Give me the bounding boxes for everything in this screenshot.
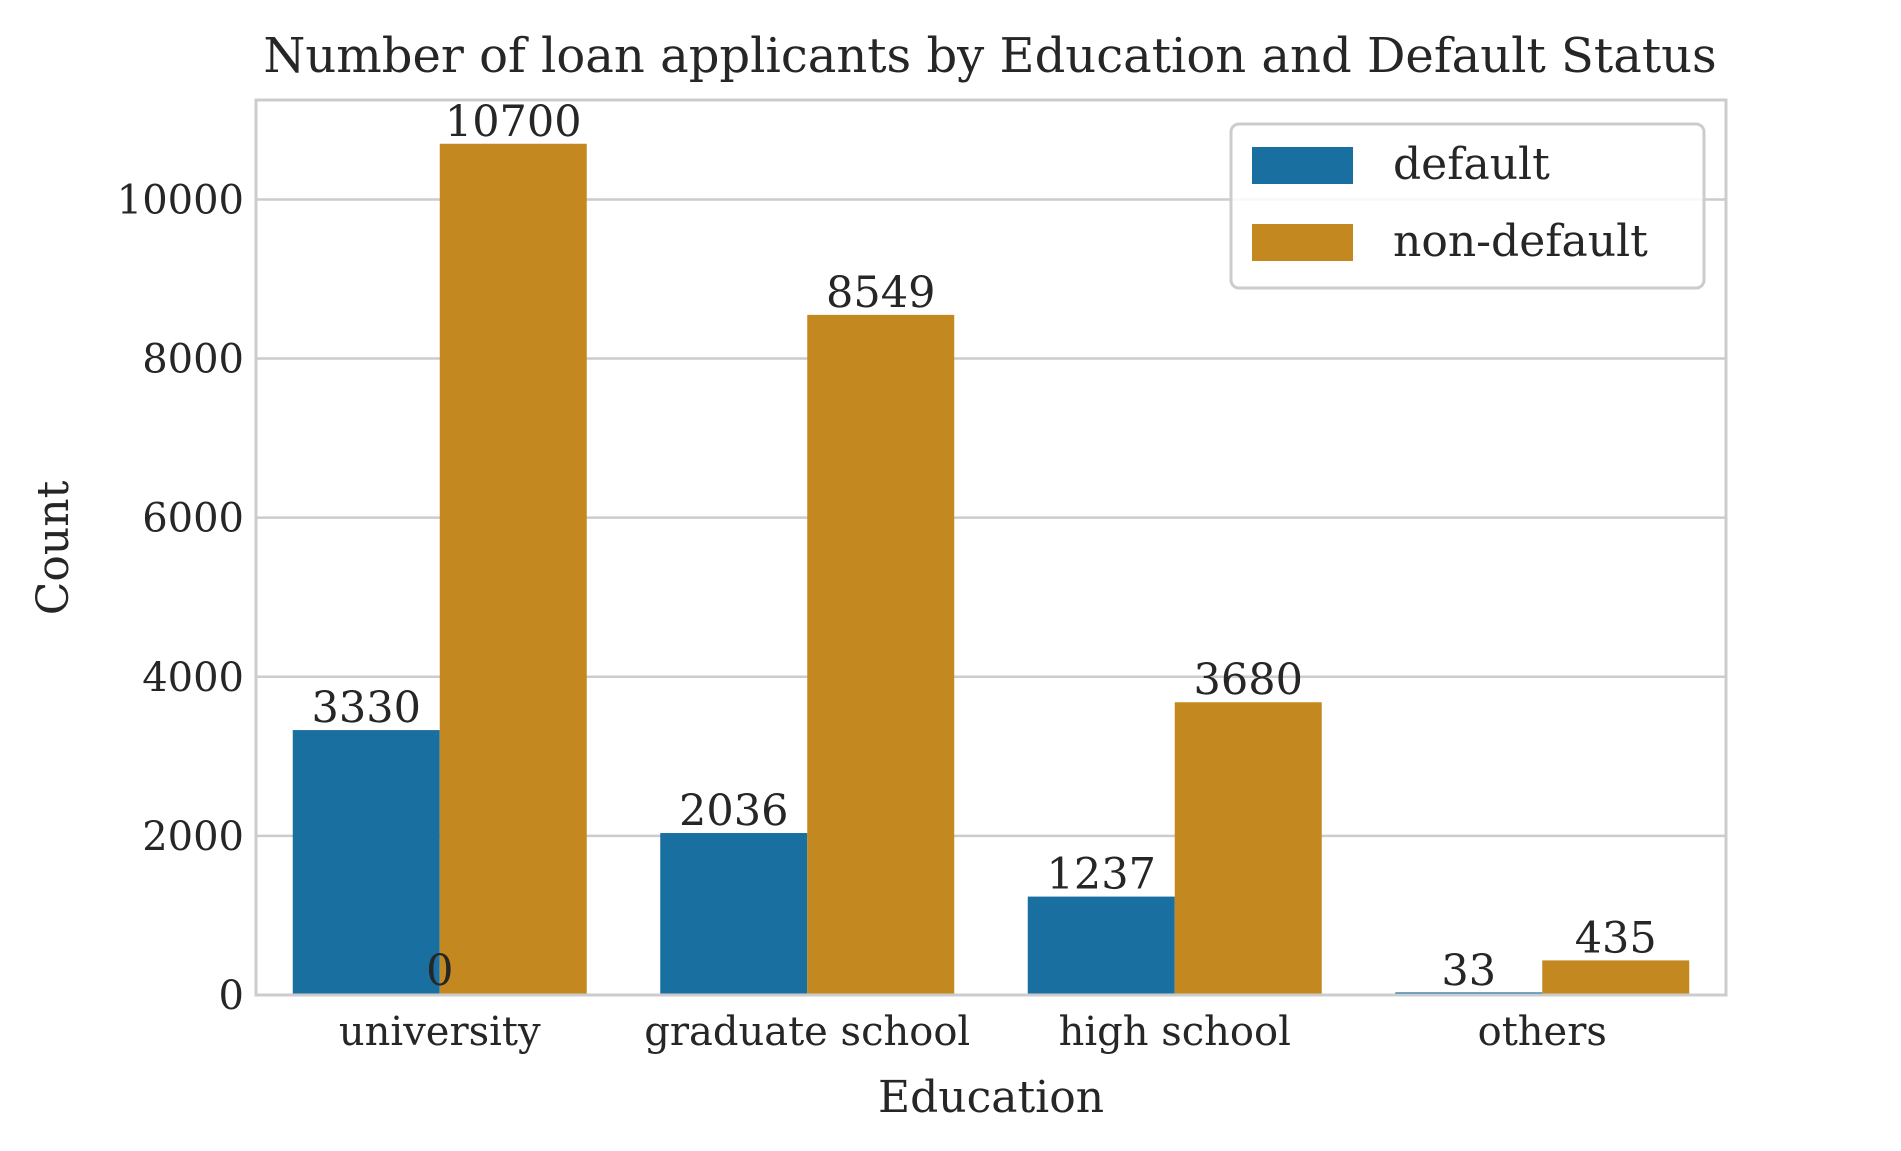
x-tick-label: high school <box>1059 1009 1291 1055</box>
legend-label-default: default <box>1393 139 1550 190</box>
y-ticks: 0 2000 4000 6000 8000 10000 <box>117 177 244 1019</box>
legend-swatch-default <box>1252 147 1353 184</box>
bar-value-label: 3680 <box>1194 655 1303 705</box>
y-tick-label: 10000 <box>117 177 244 223</box>
chart-title: Number of loan applicants by Education a… <box>263 28 1716 84</box>
x-tick-label: others <box>1478 1009 1607 1055</box>
bar-value-label: 1237 <box>1047 850 1156 900</box>
legend: default non-default <box>1229 122 1706 290</box>
bar-non-default-high-school <box>1174 702 1322 995</box>
bar-value-label: 2036 <box>679 786 788 836</box>
legend-swatch-non-default <box>1252 224 1353 261</box>
y-tick-label: 6000 <box>142 496 244 542</box>
bar-value-label: 435 <box>1575 913 1657 963</box>
x-ticks: university graduate school high school othe… <box>339 1009 1607 1055</box>
bar-default-high-school <box>1027 896 1175 995</box>
plot-frame <box>254 98 1728 997</box>
x-tick-label: university <box>339 1009 541 1055</box>
bar-non-default-graduate-school <box>807 314 955 996</box>
bar-non-default-others <box>1542 960 1690 995</box>
bar-labels: 3330 10700 2036 8549 1237 3680 33 435 0 <box>312 97 1657 996</box>
y-tick-label: 8000 <box>142 337 244 383</box>
y-axis-title: Count <box>28 480 79 615</box>
x-axis-title: Education <box>878 1072 1104 1123</box>
legend-label-non-default: non-default <box>1393 216 1648 267</box>
bar-value-label: 10700 <box>445 97 582 147</box>
bar-default-university <box>292 730 440 995</box>
bar-value-label: 3330 <box>312 683 421 733</box>
bar-value-label: 8549 <box>826 268 935 318</box>
y-tick-label: 4000 <box>142 655 244 701</box>
bar-default-graduate-school <box>660 833 808 995</box>
bar-non-default-university <box>439 143 587 995</box>
y-tick-label: 2000 <box>142 814 244 860</box>
x-tick-label: graduate school <box>644 1009 970 1055</box>
y-tick-label: 0 <box>219 973 244 1019</box>
bars <box>292 143 1690 996</box>
bar-value-label-zero: 0 <box>426 946 453 996</box>
bar-value-label: 33 <box>1441 946 1496 996</box>
